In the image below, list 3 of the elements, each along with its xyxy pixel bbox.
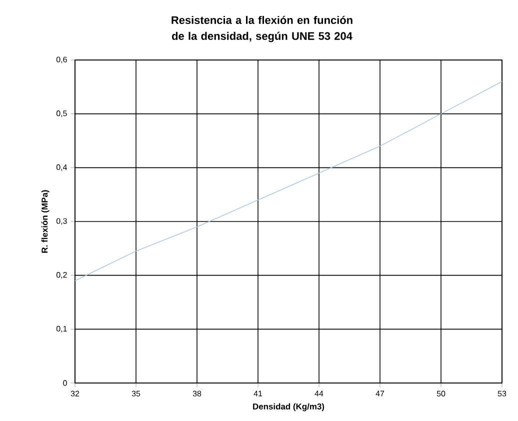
chart-title: Resistencia a la flexión en función de la densidad, según UNE 53 204 [172,16,352,42]
x-axis-title: Densidad (Kg/m3) [253,403,324,412]
y-axis-title: R. flexión (MPa) [41,190,50,253]
